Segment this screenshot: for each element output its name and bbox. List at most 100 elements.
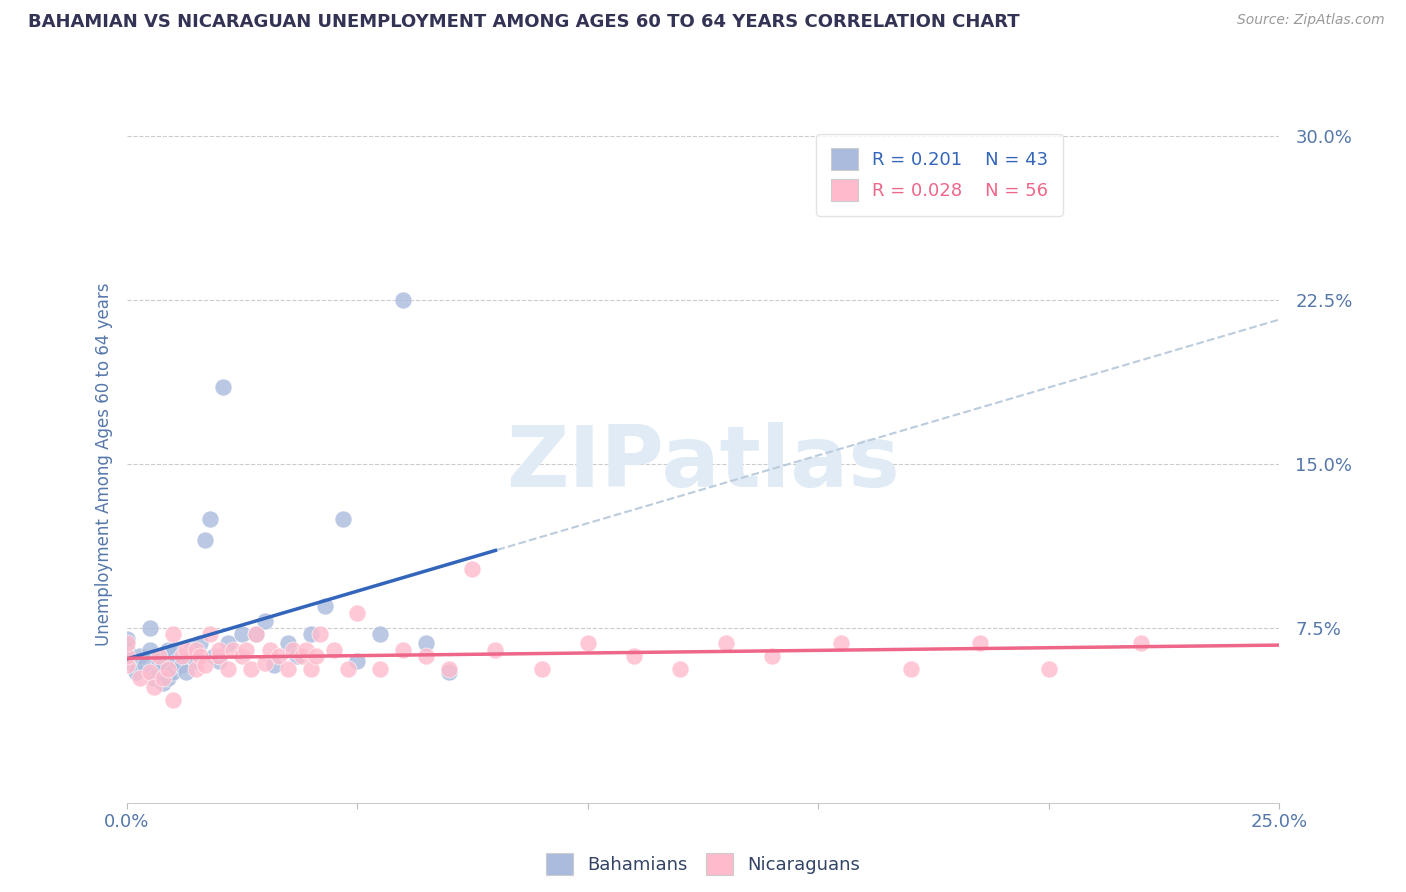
Point [263,658,285,673]
Point [1130,636,1153,650]
Point [240,662,263,676]
Point [314,599,336,613]
Point [184,654,207,668]
Point [259,642,281,657]
Point [231,649,253,664]
Point [415,649,437,664]
Point [152,671,174,685]
Point [115,649,138,664]
Point [291,649,314,664]
Point [129,671,152,685]
Point [148,649,170,664]
Point [245,627,267,641]
Point [253,615,276,629]
Point [125,665,148,679]
Point [208,642,231,657]
Point [439,665,461,679]
Point [143,671,166,685]
Point [170,658,193,673]
Text: ZIPatlas: ZIPatlas [506,422,900,506]
Point [170,649,193,664]
Point [134,658,156,673]
Point [235,642,257,657]
Point [148,654,170,668]
Text: Source: ZipAtlas.com: Source: ZipAtlas.com [1237,13,1385,28]
Point [714,636,737,650]
Point [162,693,184,707]
Point [138,621,160,635]
Point [669,662,692,676]
Point [115,658,138,673]
Point [138,642,160,657]
Point [267,649,290,664]
Point [245,627,267,641]
Point [299,627,322,641]
Point [129,649,152,664]
Point [969,636,991,650]
Point [157,662,180,676]
Point [392,642,415,657]
Point [176,665,198,679]
Point [332,511,354,525]
Point [415,636,437,650]
Point [368,662,391,676]
Point [188,636,211,650]
Point [323,642,346,657]
Point [277,662,299,676]
Point [184,642,207,657]
Point [830,636,852,650]
Point [115,642,138,657]
Point [336,662,359,676]
Point [162,665,184,679]
Point [157,642,180,657]
Point [217,662,239,676]
Point [299,662,322,676]
Point [138,665,160,679]
Point [143,680,166,694]
Point [162,627,184,641]
Point [152,675,174,690]
Point [346,606,368,620]
Point [212,380,235,394]
Point [188,649,211,664]
Point [115,632,138,646]
Point [461,562,484,576]
Point [148,665,170,679]
Point [900,662,922,676]
Point [194,658,217,673]
Point [208,649,231,664]
Point [484,642,506,657]
Point [346,654,368,668]
Legend: Bahamians, Nicaraguans: Bahamians, Nicaraguans [538,846,868,882]
Point [623,649,645,664]
Point [231,627,253,641]
Point [368,627,391,641]
Point [152,658,174,673]
Point [198,627,221,641]
Point [1038,662,1060,676]
Point [115,636,138,650]
Point [309,627,332,641]
Y-axis label: Unemployment Among Ages 60 to 64 years: Unemployment Among Ages 60 to 64 years [94,282,112,646]
Point [253,656,276,670]
Point [176,642,198,657]
Point [277,636,299,650]
Point [576,636,599,650]
Text: BAHAMIAN VS NICARAGUAN UNEMPLOYMENT AMONG AGES 60 TO 64 YEARS CORRELATION CHART: BAHAMIAN VS NICARAGUAN UNEMPLOYMENT AMON… [28,13,1019,31]
Point [162,642,184,657]
Point [202,649,225,664]
Point [281,642,304,657]
Point [761,649,783,664]
Point [217,636,239,650]
Point [166,654,188,668]
Point [184,662,207,676]
Point [115,654,138,668]
Point [295,642,318,657]
Point [180,642,202,657]
Point [392,293,415,307]
Point [285,649,308,664]
Point [198,511,221,525]
Point [304,649,326,664]
Point [221,642,243,657]
Point [194,533,217,548]
